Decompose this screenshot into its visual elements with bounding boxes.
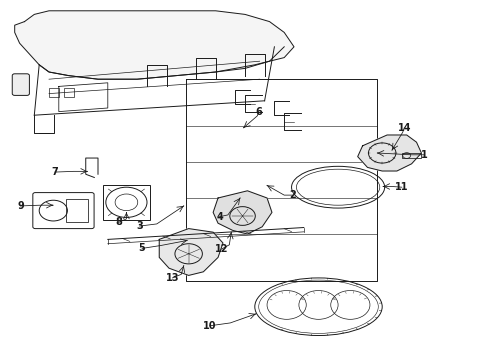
Text: 9: 9 [17, 201, 24, 211]
Text: 14: 14 [397, 123, 411, 133]
Text: 13: 13 [166, 273, 179, 283]
Text: 5: 5 [139, 243, 146, 253]
Text: 11: 11 [395, 182, 409, 192]
Bar [402, 153, 421, 158]
Bar [103, 185, 150, 220]
Text: 7: 7 [51, 167, 58, 177]
Bar [64, 88, 74, 97]
FancyBboxPatch shape [12, 74, 29, 95]
Text: 10: 10 [203, 321, 217, 331]
Text: 4: 4 [216, 212, 223, 222]
Text: 1: 1 [420, 150, 427, 160]
Polygon shape [213, 191, 272, 234]
Polygon shape [15, 11, 294, 79]
Bar [49, 88, 59, 97]
Text: 6: 6 [255, 107, 262, 117]
Text: 3: 3 [136, 221, 143, 231]
Polygon shape [159, 229, 223, 275]
Bar [66, 199, 88, 222]
Text: 8: 8 [115, 217, 122, 228]
Text: 2: 2 [290, 190, 296, 200]
Polygon shape [358, 135, 421, 171]
Text: 12: 12 [215, 244, 228, 254]
